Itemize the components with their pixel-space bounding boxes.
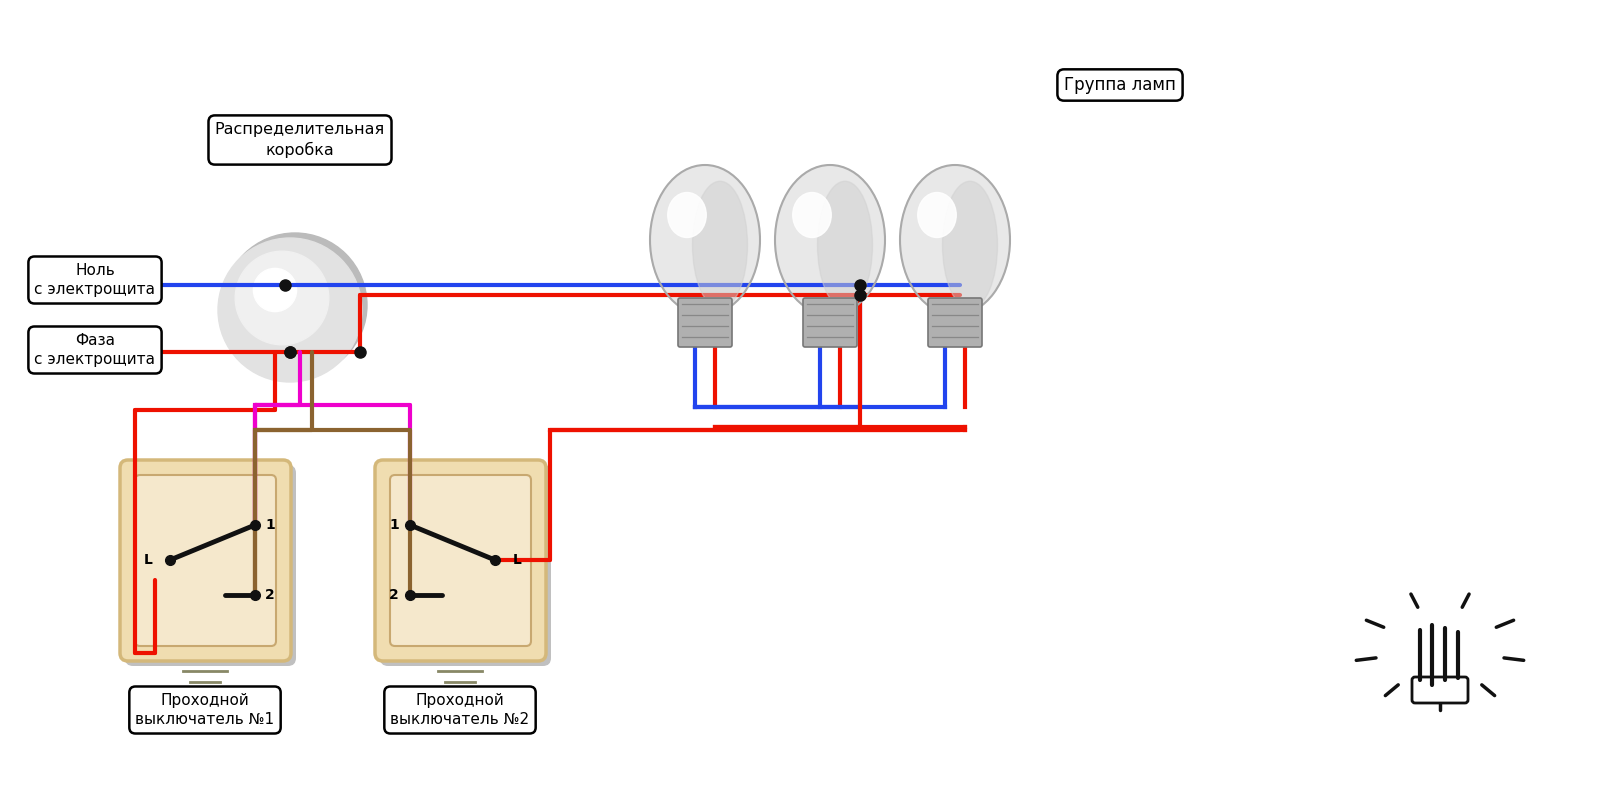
- Text: 1: 1: [266, 518, 275, 532]
- FancyBboxPatch shape: [134, 475, 277, 646]
- Ellipse shape: [818, 182, 872, 309]
- FancyBboxPatch shape: [1413, 677, 1469, 703]
- FancyBboxPatch shape: [374, 460, 546, 661]
- Text: L: L: [512, 553, 522, 567]
- Ellipse shape: [774, 165, 885, 315]
- Circle shape: [222, 233, 366, 377]
- FancyBboxPatch shape: [381, 465, 550, 666]
- Text: Ноль
с электрощита: Ноль с электрощита: [35, 262, 155, 298]
- Ellipse shape: [942, 182, 997, 309]
- Text: Фаза
с электрощита: Фаза с электрощита: [35, 333, 155, 367]
- Text: Группа ламп: Группа ламп: [1064, 76, 1176, 94]
- FancyBboxPatch shape: [390, 475, 531, 646]
- Text: Проходной
выключатель №1: Проходной выключатель №1: [136, 693, 275, 727]
- Ellipse shape: [899, 165, 1010, 315]
- Ellipse shape: [918, 193, 957, 238]
- Circle shape: [235, 251, 330, 345]
- FancyBboxPatch shape: [678, 298, 733, 347]
- Circle shape: [253, 268, 296, 312]
- Text: 1: 1: [389, 518, 398, 532]
- FancyBboxPatch shape: [120, 460, 291, 661]
- Text: Проходной
выключатель №2: Проходной выключатель №2: [390, 693, 530, 727]
- FancyBboxPatch shape: [928, 298, 982, 347]
- Text: L: L: [144, 553, 152, 567]
- Text: 2: 2: [389, 588, 398, 602]
- Ellipse shape: [667, 193, 706, 238]
- Ellipse shape: [792, 193, 832, 238]
- Text: 2: 2: [266, 588, 275, 602]
- FancyBboxPatch shape: [803, 298, 858, 347]
- Text: Распределительная
коробка: Распределительная коробка: [214, 122, 386, 158]
- Ellipse shape: [693, 182, 747, 309]
- Circle shape: [218, 238, 362, 382]
- FancyBboxPatch shape: [125, 465, 296, 666]
- Ellipse shape: [650, 165, 760, 315]
